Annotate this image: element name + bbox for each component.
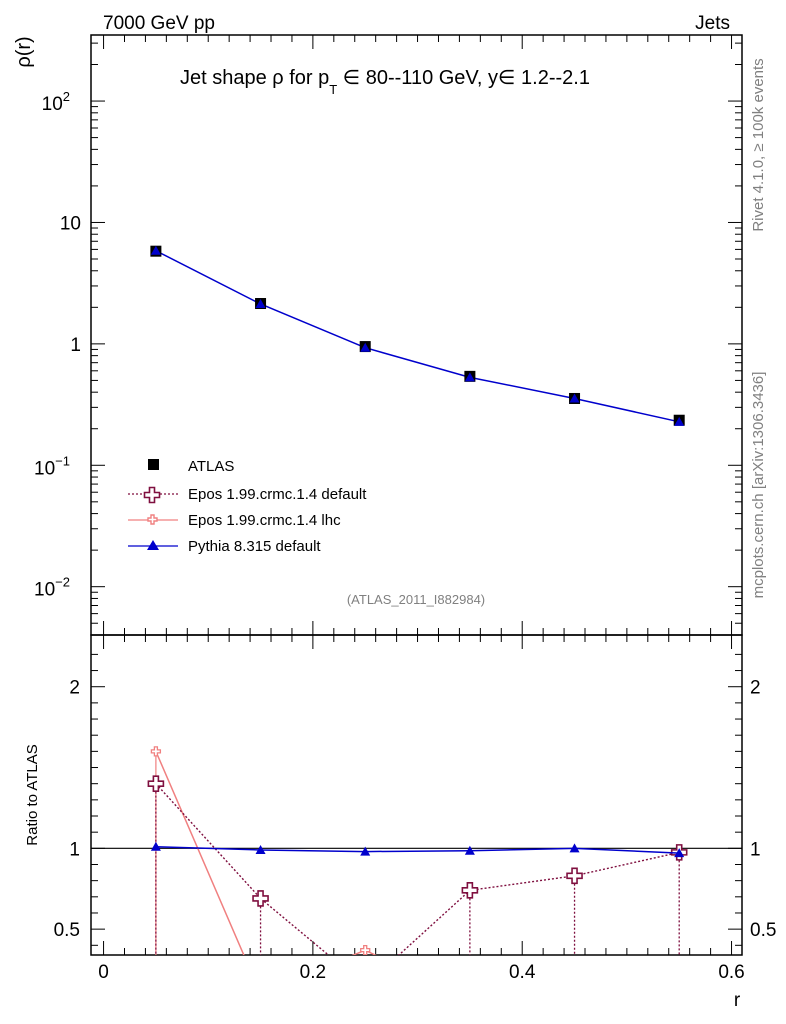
main-y-tick-label-base: 10 bbox=[34, 458, 55, 479]
pythia-ratio-line bbox=[155, 845, 680, 854]
pythia-ratio-point bbox=[150, 841, 161, 851]
header-collision: 7000 GeV pp bbox=[103, 13, 215, 34]
ratio-y-tick-label: 0.5 bbox=[54, 920, 80, 941]
epos-lhc-ratio-line bbox=[155, 751, 377, 955]
pythia-main-point bbox=[674, 416, 685, 426]
pythia-ratio-point bbox=[255, 844, 266, 854]
legend-label-pythia: Pythia 8.315 default bbox=[188, 538, 321, 555]
main-y-tick-label: 102 bbox=[42, 89, 70, 115]
pythia-ratio-point bbox=[569, 843, 580, 853]
ratio-data-layer bbox=[91, 746, 742, 1006]
pythia-main-point bbox=[150, 245, 161, 255]
ratio-y-axis-label: Ratio to ATLAS bbox=[24, 744, 41, 845]
pythia-ratio-point bbox=[674, 848, 685, 858]
epos-default-ratio-point bbox=[252, 890, 269, 907]
pythia-ratio-point bbox=[360, 846, 371, 856]
pythia-ratio-point bbox=[464, 845, 475, 855]
legend-label-epos-default: Epos 1.99.crmc.1.4 default bbox=[188, 486, 367, 503]
epos-lhc-ratio-point bbox=[465, 997, 474, 1006]
analysis-id-watermark: (ATLAS_2011_I882984) bbox=[347, 592, 485, 607]
ratio-y-tick-label: 1 bbox=[69, 839, 80, 860]
pythia-main-point bbox=[360, 342, 371, 352]
ratio-y-tick-label: 2 bbox=[69, 678, 80, 699]
legend-label-epos-lhc: Epos 1.99.crmc.1.4 lhc bbox=[188, 512, 341, 529]
main-y-tick-label-exponent: −1 bbox=[55, 453, 70, 468]
pythia-main-line bbox=[155, 250, 680, 423]
epos-lhc-ratio-point bbox=[675, 997, 684, 1006]
main-x-axis-ticks bbox=[103, 35, 733, 635]
x-tick-label: 0.4 bbox=[509, 962, 536, 983]
x-tick-label: 0 bbox=[98, 962, 109, 983]
epos-default-ratio-point bbox=[566, 867, 583, 885]
main-data-layer bbox=[150, 245, 685, 426]
ratio-y-tick-label-right: 2 bbox=[750, 678, 761, 699]
ratio-y-tick-label-right: 0.5 bbox=[750, 920, 776, 941]
mcplots-reference-label: mcplots.cern.ch [arXiv:1306.3436] bbox=[750, 372, 767, 599]
legend-marker-pythia bbox=[147, 540, 159, 550]
main-y-tick-label: 1 bbox=[70, 335, 81, 356]
main-y-tick-label-base: 10 bbox=[34, 580, 55, 601]
pythia-main-point bbox=[255, 299, 266, 309]
epos-lhc-ratio-point bbox=[570, 997, 579, 1006]
x-tick-label: 0.6 bbox=[718, 962, 744, 983]
main-y-tick-label: 10 bbox=[60, 213, 81, 234]
epos-lhc-ratio-point bbox=[150, 746, 162, 757]
main-y-tick-label: 10−2 bbox=[34, 575, 70, 601]
chart-title-suffix: ∈ 80--110 GeV, y∈ 1.2--2.1 bbox=[337, 67, 590, 89]
legend-marker-epos-default bbox=[143, 486, 161, 504]
main-y-tick-label-base: 10 bbox=[42, 94, 63, 115]
ratio-y-axis: 0.5 0.5 1 1 2 2 bbox=[54, 653, 776, 946]
chart-title-subscript: T bbox=[329, 82, 337, 97]
chart-title: Jet shape ρ for pT ∈ 80--110 GeV, y∈ 1.2… bbox=[180, 67, 590, 97]
legend: ATLAS Epos 1.99.crmc.1.4 default Epos 1.… bbox=[128, 458, 367, 555]
header-category: Jets bbox=[695, 13, 730, 34]
legend-marker-epos-lhc bbox=[147, 514, 158, 525]
ratio-x-axis: 0 0.2 0.4 0.6 bbox=[98, 635, 745, 983]
main-y-tick-label-exponent: 2 bbox=[63, 89, 70, 104]
main-y-tick-label-base: 1 bbox=[70, 335, 81, 356]
epos-default-ratio-line bbox=[155, 783, 680, 955]
chart-title-prefix: Jet shape ρ for p bbox=[180, 67, 329, 89]
epos-default-ratio-point bbox=[461, 882, 479, 899]
ratio-y-tick-label-right: 1 bbox=[750, 839, 761, 860]
x-tick-label: 0.2 bbox=[300, 962, 326, 983]
main-y-axis-label: ρ(r) bbox=[13, 36, 35, 67]
epos-lhc-ratio-point bbox=[256, 989, 265, 998]
ratio-panel-frame bbox=[90, 634, 743, 956]
legend-label-atlas: ATLAS bbox=[188, 458, 234, 475]
x-axis-label: r bbox=[734, 990, 741, 1011]
epos-default-ratio-point bbox=[358, 978, 373, 993]
main-y-tick-label-base: 10 bbox=[60, 213, 81, 234]
epos-default-ratio-point bbox=[147, 775, 165, 792]
legend-marker-atlas bbox=[148, 459, 159, 470]
rivet-version-label: Rivet 4.1.0, ≥ 100k events bbox=[750, 58, 767, 231]
pythia-main-point bbox=[569, 393, 580, 403]
main-y-tick-label-exponent: −2 bbox=[55, 575, 70, 590]
pythia-main-point bbox=[464, 372, 475, 382]
epos-lhc-ratio-point bbox=[360, 945, 371, 955]
main-y-tick-label: 10−1 bbox=[34, 453, 70, 479]
